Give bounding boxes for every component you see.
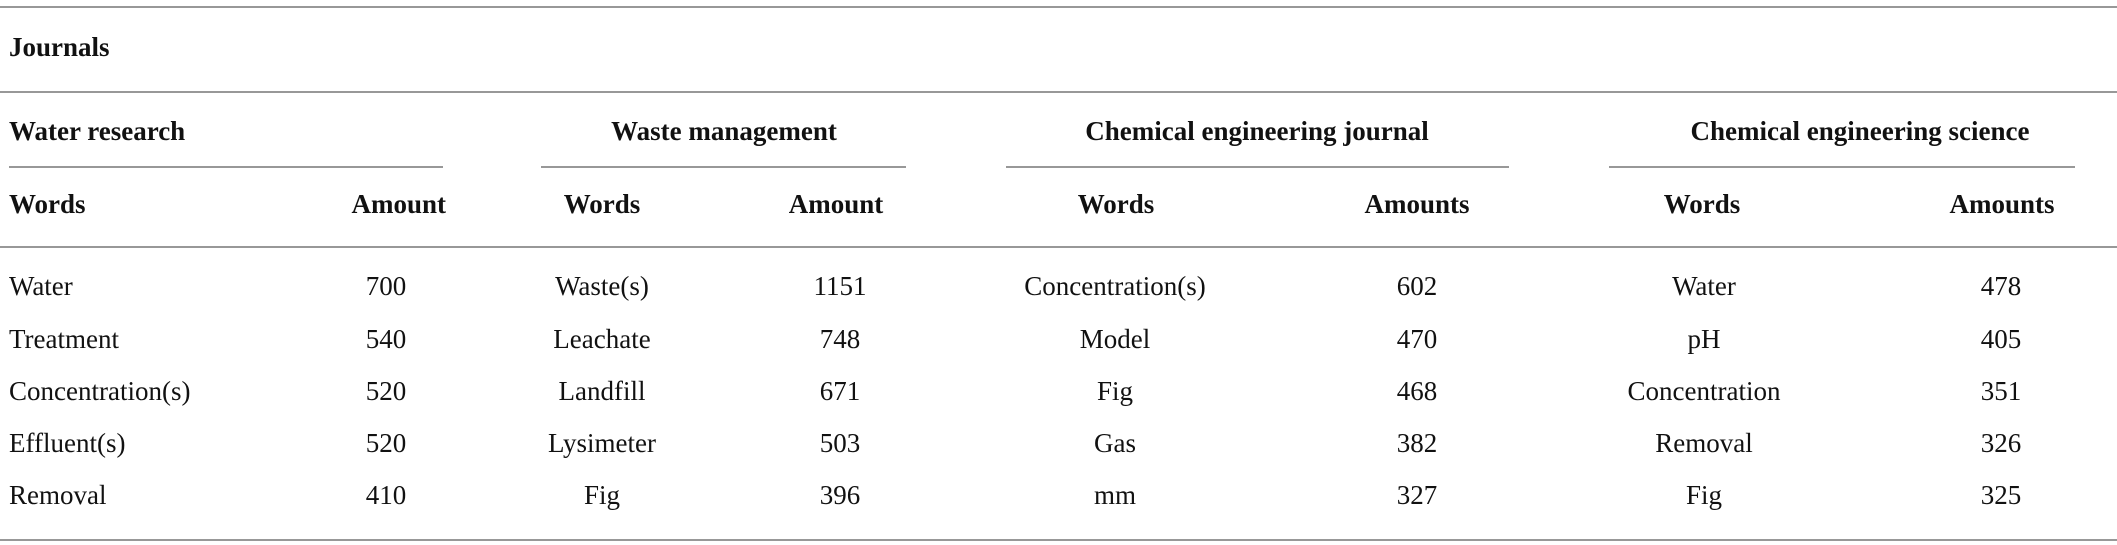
column-header: Amount — [789, 189, 884, 219]
word-cell: Lysimeter — [548, 428, 656, 458]
word-cell: Fig — [1097, 376, 1133, 406]
group-title: Waste management — [611, 116, 837, 146]
word-cell: Fig — [1686, 480, 1722, 510]
column-header: Words — [564, 189, 641, 219]
amount-cell: 700 — [366, 271, 407, 301]
amount-cell: 503 — [820, 428, 861, 458]
amount-cell: 602 — [1397, 271, 1438, 301]
word-cell: Landfill — [559, 376, 646, 406]
amount-cell: 326 — [1981, 428, 2022, 458]
word-cell: Model — [1080, 324, 1151, 354]
word-cell: Removal — [1655, 428, 1752, 458]
amount-cell: 396 — [820, 480, 861, 510]
word-cell: mm — [1094, 480, 1136, 510]
amount-cell: 351 — [1981, 376, 2022, 406]
word-cell: Water — [9, 271, 73, 301]
amount-cell: 748 — [820, 324, 861, 354]
word-cell: Effluent(s) — [9, 428, 125, 458]
column-header: Words — [1664, 189, 1741, 219]
amount-cell: 671 — [820, 376, 861, 406]
column-header: Amounts — [1364, 189, 1469, 219]
amount-cell: 520 — [366, 376, 407, 406]
word-cell: Treatment — [9, 324, 119, 354]
word-cell: Waste(s) — [555, 271, 649, 301]
amount-cell: 327 — [1397, 480, 1438, 510]
word-cell: Removal — [9, 480, 106, 510]
amount-cell: 540 — [366, 324, 407, 354]
column-header: Words — [9, 189, 86, 219]
word-cell: Concentration(s) — [9, 376, 190, 406]
group-title: Chemical engineering journal — [1085, 116, 1429, 146]
group-title: Water research — [9, 116, 185, 146]
column-header: Words — [1078, 189, 1155, 219]
word-cell: Concentration — [1628, 376, 1781, 406]
amount-cell: 410 — [366, 480, 407, 510]
amount-cell: 468 — [1397, 376, 1438, 406]
table-title: Journals — [9, 32, 110, 62]
word-cell: Fig — [584, 480, 620, 510]
word-cell: Gas — [1094, 428, 1136, 458]
word-cell: Concentration(s) — [1024, 271, 1205, 301]
amount-cell: 1151 — [814, 271, 867, 301]
amount-cell: 405 — [1981, 324, 2022, 354]
column-header: Amounts — [1949, 189, 2054, 219]
amount-cell: 470 — [1397, 324, 1438, 354]
amount-cell: 478 — [1981, 271, 2022, 301]
amount-cell: 520 — [366, 428, 407, 458]
amount-cell: 382 — [1397, 428, 1438, 458]
word-cell: Water — [1672, 271, 1736, 301]
word-cell: Leachate — [553, 324, 650, 354]
amount-cell: 325 — [1981, 480, 2022, 510]
group-title: Chemical engineering science — [1691, 116, 2030, 146]
word-cell: pH — [1688, 324, 1721, 354]
column-header: Amount — [351, 189, 446, 219]
